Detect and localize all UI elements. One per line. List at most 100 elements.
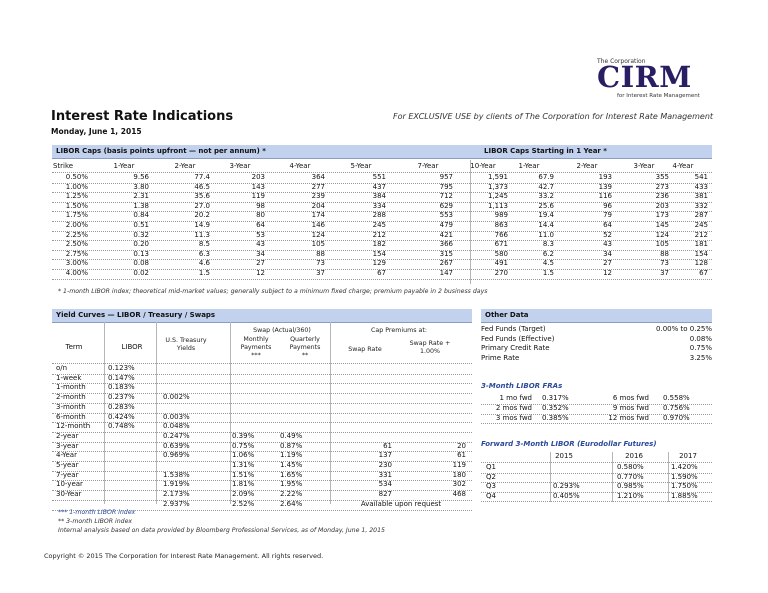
note-bloomberg-source: Internal analysis based on data provided… xyxy=(58,527,385,534)
quarterly-swap-cell: 2.64% xyxy=(280,499,303,508)
caps-value-cell: 35.6 xyxy=(194,192,210,201)
row-divider xyxy=(52,240,712,242)
caps-strike-cell: 2.75% xyxy=(65,249,88,258)
logo-corporation-text: The Corporation xyxy=(597,58,646,65)
caps-strike-cell: 3.00% xyxy=(65,259,88,268)
caps-value-cell: 34 xyxy=(603,249,612,258)
caps-value-cell: 236 xyxy=(655,192,669,201)
caps-value-cell: 551 xyxy=(372,173,386,181)
caps-value-cell: 795 xyxy=(439,182,453,191)
caps-value-cell: 14.9 xyxy=(194,221,210,229)
fra-rate-value: 0.352% xyxy=(542,403,569,412)
caps-value-cell: 203 xyxy=(251,173,265,181)
cap-premium-plus-cell: 180 xyxy=(452,470,466,479)
caps-value-cell: 4.5 xyxy=(542,259,554,268)
fra-rate-value: 0.317% xyxy=(542,394,569,402)
caps-value-cell: 12 xyxy=(603,269,612,277)
caps-value-cell: 0.84 xyxy=(133,211,149,220)
copyright-text: Copyright © 2015 The Corporation for Int… xyxy=(44,552,324,560)
fra-term-label: 6 mos fwd xyxy=(612,394,649,402)
cap-premium-plus-cell: 20 xyxy=(457,441,466,450)
libor-caps-title: LIBOR Caps (basis points upfront — not p… xyxy=(56,147,266,155)
treasury-yield-cell: 2.937% xyxy=(163,499,190,508)
quarterly-swap-cell: 1.65% xyxy=(280,470,303,479)
fra-term-label: 1 mo fwd xyxy=(499,394,532,402)
caps-value-cell: 34 xyxy=(256,249,265,258)
caps-value-cell: 67.9 xyxy=(538,173,554,181)
swap-rate-plus-header: Swap Rate + 1.00% xyxy=(409,340,451,355)
term-cell: 30-Year xyxy=(56,490,82,499)
row-divider xyxy=(481,472,712,474)
caps-value-cell: 6.3 xyxy=(198,249,210,258)
row-divider xyxy=(52,182,712,184)
caps-value-cell: 43 xyxy=(256,240,265,249)
caps-value-cell: 3.80 xyxy=(133,182,149,191)
caps-value-cell: 37 xyxy=(660,269,669,277)
caps-value-cell: 384 xyxy=(372,192,386,201)
row-divider xyxy=(52,431,472,433)
fra-rate-value: 0.756% xyxy=(663,403,690,412)
caps-value-cell: 1.5 xyxy=(198,269,210,277)
caps-value-cell: 182 xyxy=(372,240,386,249)
logo-subtitle: for Interest Rate Management xyxy=(617,93,700,99)
caps-value-cell: 147 xyxy=(439,269,453,277)
futures-rate-value: 1.590% xyxy=(671,472,698,481)
caps-value-cell: 67 xyxy=(699,269,708,277)
caps-column-header: 2-Year xyxy=(576,162,598,170)
term-cell: 2-month xyxy=(56,393,86,402)
caps-value-cell: 154 xyxy=(694,249,708,258)
futures-header-divider xyxy=(481,462,712,463)
futures-quarter-label: Q1 xyxy=(486,463,496,471)
quarterly-swap-cell: 0.49% xyxy=(280,431,303,440)
treasury-yield-cell: 1.538% xyxy=(163,470,190,479)
treasury-yield-cell: 0.969% xyxy=(163,451,190,460)
other-data-bar: Other Data xyxy=(481,309,712,323)
caps-value-cell: 8.3 xyxy=(542,240,554,249)
monthly-swap-cell: 0.75% xyxy=(232,441,255,450)
row-divider xyxy=(52,480,472,482)
cap-premium-swap-rate-cell: 331 xyxy=(378,470,392,479)
caps-strike-cell: 2.00% xyxy=(65,221,88,229)
quarterly-swap-cell: 1.95% xyxy=(280,480,303,489)
column-divider xyxy=(230,322,231,504)
caps-value-cell: 989 xyxy=(494,211,508,220)
row-divider xyxy=(52,441,472,443)
futures-year-header: 2017 xyxy=(679,452,697,460)
caps-value-cell: 173 xyxy=(655,211,669,220)
treasury-yield-cell: 0.639% xyxy=(163,441,190,450)
caps-value-cell: 288 xyxy=(372,211,386,220)
caps-value-cell: 27 xyxy=(603,259,612,268)
caps-value-cell: 73 xyxy=(316,259,325,268)
term-cell: 12-month xyxy=(56,422,91,431)
row-divider xyxy=(52,461,472,462)
caps-value-cell: 580 xyxy=(494,249,508,258)
caps-value-cell: 553 xyxy=(439,211,453,220)
caps-value-cell: 863 xyxy=(494,221,508,229)
caps-value-cell: 105 xyxy=(311,240,325,249)
term-header: Term xyxy=(65,343,83,351)
row-divider xyxy=(52,249,712,251)
caps-value-cell: 129 xyxy=(372,259,386,268)
caps-value-cell: 332 xyxy=(694,201,708,210)
caps-value-cell: 437 xyxy=(372,182,386,191)
caps-value-cell: 0.13 xyxy=(133,249,149,258)
monthly-footnote-mark: *** xyxy=(251,352,261,359)
caps-value-cell: 14.4 xyxy=(538,221,554,229)
cap-premium-swap-rate-cell: 230 xyxy=(378,461,392,469)
monthly-swap-cell: 2.09% xyxy=(232,490,255,499)
caps-column-header: 5-Year xyxy=(350,162,372,170)
caps-value-cell: 0.32 xyxy=(133,230,149,239)
fra-rate-value: 0.558% xyxy=(663,394,690,402)
caps-value-cell: 124 xyxy=(655,230,669,239)
other-data-title: Other Data xyxy=(485,311,529,319)
caps-value-cell: 2.31 xyxy=(133,192,149,201)
caps-value-cell: 79 xyxy=(603,211,612,220)
page-title: Interest Rate Indications xyxy=(51,109,234,124)
caps-value-cell: 143 xyxy=(251,182,265,191)
term-cell: 5-year xyxy=(56,461,79,469)
caps-value-cell: 1,113 xyxy=(487,201,508,210)
yield-header-divider xyxy=(52,363,472,364)
cirm-logo: CIRM xyxy=(597,60,692,94)
caps-value-cell: 193 xyxy=(598,173,612,181)
caps-value-cell: 128 xyxy=(694,259,708,268)
